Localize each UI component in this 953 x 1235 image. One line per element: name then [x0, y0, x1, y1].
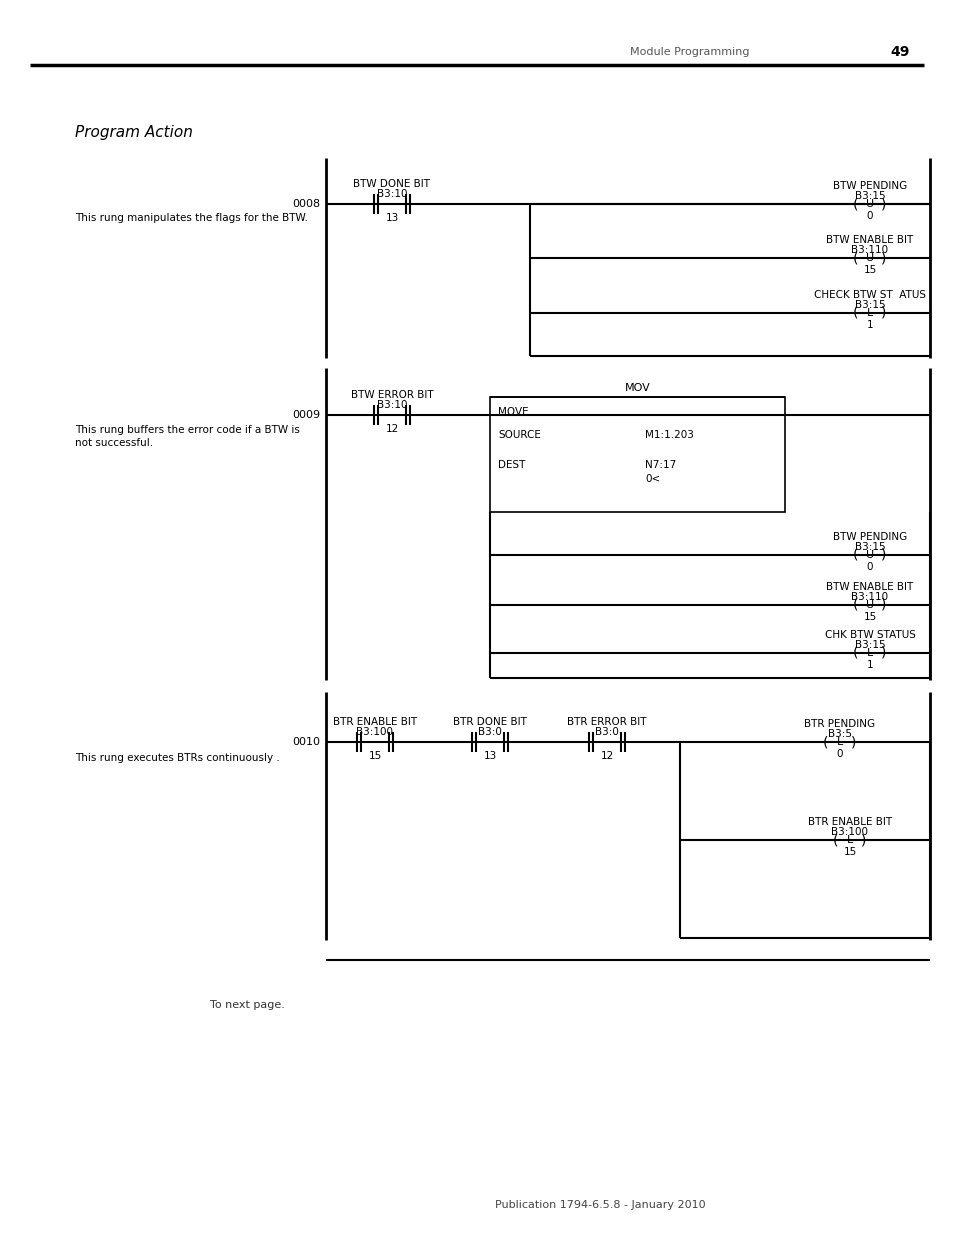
Text: CHECK BTW ST  ATUS: CHECK BTW ST ATUS — [813, 290, 925, 300]
Text: 15: 15 — [368, 751, 381, 761]
Text: B3:100: B3:100 — [831, 827, 867, 837]
Text: B3:10: B3:10 — [376, 400, 407, 410]
Text: CHK BTW STATUS: CHK BTW STATUS — [823, 630, 915, 640]
Text: 0<: 0< — [644, 474, 659, 484]
Text: B3:110: B3:110 — [850, 592, 887, 601]
Text: BTW PENDING: BTW PENDING — [832, 182, 906, 191]
Text: ): ) — [861, 832, 865, 847]
Text: 0: 0 — [836, 748, 842, 760]
Text: SOURCE: SOURCE — [497, 430, 540, 440]
Text: 0: 0 — [866, 562, 872, 572]
Text: Module Programming: Module Programming — [629, 47, 749, 57]
Text: 1: 1 — [865, 659, 872, 671]
Text: L: L — [836, 737, 842, 747]
Text: BTW ERROR BIT: BTW ERROR BIT — [351, 390, 433, 400]
Text: 15: 15 — [862, 266, 876, 275]
Text: ): ) — [881, 306, 885, 320]
Text: BTW PENDING: BTW PENDING — [832, 532, 906, 542]
Text: 0010: 0010 — [292, 737, 319, 747]
Text: L: L — [866, 648, 872, 658]
Text: Publication 1794-6.5.8 - January 2010: Publication 1794-6.5.8 - January 2010 — [495, 1200, 704, 1210]
Text: 1: 1 — [865, 320, 872, 330]
Text: DEST: DEST — [497, 459, 525, 471]
Text: BTW ENABLE BIT: BTW ENABLE BIT — [825, 235, 913, 245]
Text: ): ) — [881, 646, 885, 659]
Text: BTR ENABLE BIT: BTR ENABLE BIT — [333, 718, 416, 727]
Text: (: ( — [852, 646, 858, 659]
Text: (: ( — [822, 735, 828, 748]
Text: 12: 12 — [599, 751, 613, 761]
Text: 0008: 0008 — [292, 199, 319, 209]
Text: BTR PENDING: BTR PENDING — [803, 719, 875, 729]
Text: BTR DONE BIT: BTR DONE BIT — [453, 718, 526, 727]
Text: (: ( — [852, 598, 858, 613]
Text: (: ( — [852, 198, 858, 211]
Text: 13: 13 — [385, 212, 398, 224]
Text: (: ( — [852, 251, 858, 266]
Text: U: U — [865, 600, 873, 610]
Text: 15: 15 — [842, 847, 856, 857]
Text: B3:15: B3:15 — [854, 191, 884, 201]
Text: ): ) — [881, 548, 885, 562]
Text: BTR ENABLE BIT: BTR ENABLE BIT — [807, 818, 891, 827]
Text: U: U — [865, 550, 873, 559]
Text: BTR ERROR BIT: BTR ERROR BIT — [567, 718, 646, 727]
Text: B3:15: B3:15 — [854, 300, 884, 310]
Text: not successful.: not successful. — [75, 438, 153, 448]
Bar — [490, 396, 784, 513]
Text: This rung manipulates the flags for the BTW.: This rung manipulates the flags for the … — [75, 212, 308, 224]
Text: U: U — [865, 253, 873, 263]
Text: To next page.: To next page. — [210, 1000, 285, 1010]
Text: B3:0: B3:0 — [595, 727, 618, 737]
Text: ): ) — [881, 251, 885, 266]
Text: B3:0: B3:0 — [477, 727, 501, 737]
Text: (: ( — [852, 306, 858, 320]
Text: B3:10: B3:10 — [376, 189, 407, 199]
Text: Program Action: Program Action — [75, 126, 193, 141]
Text: B3:110: B3:110 — [850, 245, 887, 254]
Text: U: U — [865, 199, 873, 209]
Text: M1:1.203: M1:1.203 — [644, 430, 693, 440]
Text: 12: 12 — [385, 424, 398, 433]
Text: B3:100: B3:100 — [356, 727, 393, 737]
Text: B3:15: B3:15 — [854, 640, 884, 650]
Text: 15: 15 — [862, 613, 876, 622]
Text: ): ) — [881, 598, 885, 613]
Text: MOVE: MOVE — [497, 408, 528, 417]
Text: 49: 49 — [889, 44, 909, 59]
Text: ): ) — [850, 735, 856, 748]
Text: This rung executes BTRs continuously .: This rung executes BTRs continuously . — [75, 753, 279, 763]
Text: 13: 13 — [483, 751, 497, 761]
Text: BTW DONE BIT: BTW DONE BIT — [354, 179, 430, 189]
Text: B3:5: B3:5 — [827, 729, 851, 739]
Text: (: ( — [832, 832, 838, 847]
Text: N7:17: N7:17 — [644, 459, 676, 471]
Text: ): ) — [881, 198, 885, 211]
Text: This rung buffers the error code if a BTW is: This rung buffers the error code if a BT… — [75, 425, 299, 435]
Text: (: ( — [852, 548, 858, 562]
Text: L: L — [846, 835, 852, 845]
Text: BTW ENABLE BIT: BTW ENABLE BIT — [825, 582, 913, 592]
Text: B3:15: B3:15 — [854, 542, 884, 552]
Text: MOV: MOV — [624, 383, 650, 393]
Text: L: L — [866, 308, 872, 317]
Text: 0009: 0009 — [292, 410, 319, 420]
Text: 0: 0 — [866, 211, 872, 221]
